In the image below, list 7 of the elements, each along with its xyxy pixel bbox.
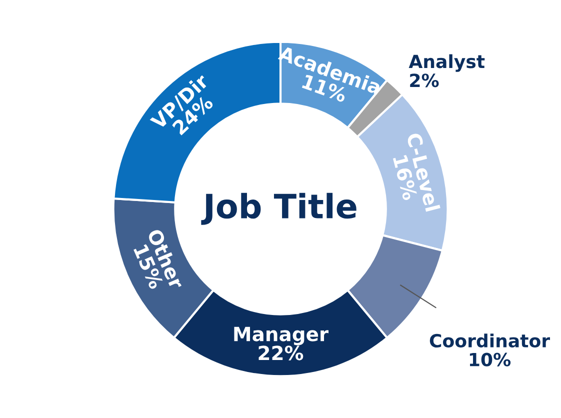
- text: Job Title: [201, 192, 356, 225]
- slice-label: Coordinator: [430, 334, 550, 348]
- data-label: 2%: [410, 74, 439, 88]
- data-label: 22%: [258, 346, 304, 360]
- slice-label: Manager: [234, 326, 329, 346]
- slice-label: Analyst: [408, 54, 485, 72]
- data-label: 10%: [470, 352, 511, 366]
